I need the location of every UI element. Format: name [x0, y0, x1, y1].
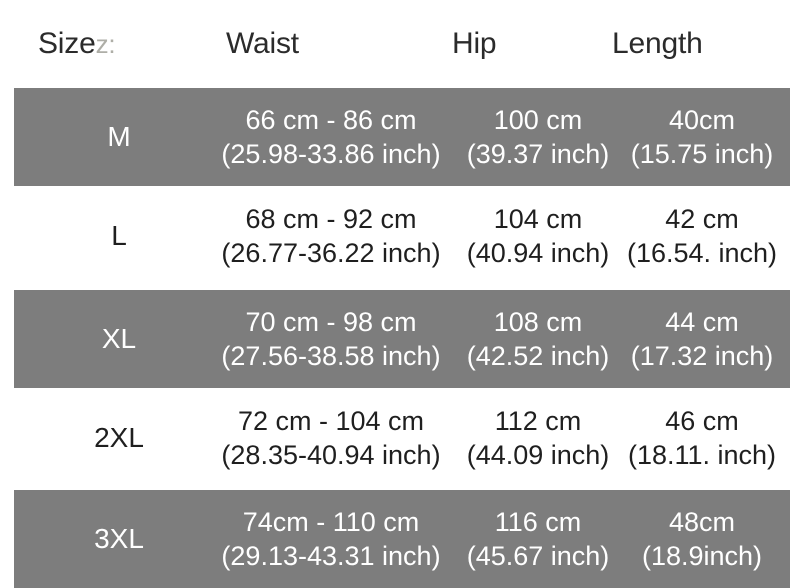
column-header-hip: Hip	[452, 27, 497, 60]
table-row: 2XL 72 cm - 104 cm (28.35-40.94 inch) 11…	[14, 388, 790, 488]
table-row: XL 70 cm - 98 cm (27.56-38.58 inch) 108 …	[14, 290, 790, 388]
length-cm-value: 48cm	[668, 507, 736, 537]
hip-inch-value: (44.09 inch)	[466, 440, 610, 470]
waist-cm-value: 74cm - 110 cm	[242, 507, 420, 537]
length-cm-value: 42 cm	[665, 204, 739, 234]
length-inch-value: (16.54. inch)	[626, 238, 778, 268]
waist-inch-value: (25.98-33.86 inch)	[221, 139, 441, 169]
size-label: L	[111, 220, 127, 251]
hip-cm-value: 116 cm	[494, 507, 582, 537]
cell-size: 2XL	[30, 388, 208, 488]
waist-inch-value: (26.77-36.22 inch)	[221, 238, 441, 268]
waist-inch-value: (27.56-38.58 inch)	[221, 341, 441, 371]
column-header-waist: Waist	[226, 27, 299, 60]
size-label: M	[107, 121, 131, 152]
hip-cm-value: 112 cm	[494, 406, 582, 436]
size-label: 2XL	[94, 422, 144, 453]
table-row: L 68 cm - 92 cm (26.77-36.22 inch) 104 c…	[14, 186, 790, 286]
table-row: 3XL 74cm - 110 cm (29.13-43.31 inch) 116…	[14, 490, 790, 588]
waist-inch-value: (29.13-43.31 inch)	[221, 541, 441, 571]
table-row: M 66 cm - 86 cm (25.98-33.86 inch) 100 c…	[14, 88, 790, 186]
length-inch-value: (17.32 inch)	[630, 341, 774, 371]
column-header-size: Sizez:	[38, 26, 116, 62]
length-cm-value: 46 cm	[665, 406, 739, 436]
hip-inch-value: (40.94 inch)	[466, 238, 610, 268]
cell-waist: 72 cm - 104 cm (28.35-40.94 inch)	[210, 388, 452, 488]
cell-size: L	[30, 186, 208, 286]
cell-hip: 100 cm (39.37 inch)	[438, 88, 638, 186]
waist-cm-value: 68 cm - 92 cm	[245, 204, 417, 234]
table-header-row: Sizez: Waist Hip Length	[0, 0, 800, 88]
cell-length: 48cm (18.9inch)	[614, 490, 790, 588]
hip-cm-value: 108 cm	[493, 307, 583, 337]
waist-cm-value: 70 cm - 98 cm	[245, 307, 417, 337]
hip-cm-value: 100 cm	[493, 105, 583, 135]
length-inch-value: (18.9inch)	[641, 541, 763, 571]
cell-size: M	[30, 88, 208, 186]
column-header-size-artifact: z:	[95, 29, 116, 59]
cell-waist: 68 cm - 92 cm (26.77-36.22 inch)	[210, 186, 452, 286]
waist-inch-value: (28.35-40.94 inch)	[221, 440, 441, 470]
waist-cm-value: 72 cm - 104 cm	[237, 406, 425, 436]
cell-waist: 74cm - 110 cm (29.13-43.31 inch)	[210, 490, 452, 588]
cell-hip: 108 cm (42.52 inch)	[438, 290, 638, 388]
hip-cm-value: 104 cm	[493, 204, 583, 234]
hip-inch-value: (42.52 inch)	[466, 341, 610, 371]
hip-inch-value: (39.37 inch)	[466, 139, 610, 169]
size-label: 3XL	[94, 523, 144, 554]
cell-waist: 66 cm - 86 cm (25.98-33.86 inch)	[210, 88, 452, 186]
cell-length: 42 cm (16.54. inch)	[614, 186, 790, 286]
size-label: XL	[101, 323, 137, 354]
cell-hip: 104 cm (40.94 inch)	[438, 186, 638, 286]
cell-length: 44 cm (17.32 inch)	[614, 290, 790, 388]
length-inch-value: (18.11. inch)	[627, 440, 777, 470]
cell-hip: 112 cm (44.09 inch)	[438, 388, 638, 488]
cell-waist: 70 cm - 98 cm (27.56-38.58 inch)	[210, 290, 452, 388]
length-inch-value: (15.75 inch)	[630, 139, 774, 169]
cell-length: 46 cm (18.11. inch)	[614, 388, 790, 488]
hip-inch-value: (45.67 inch)	[466, 541, 610, 571]
cell-hip: 116 cm (45.67 inch)	[438, 490, 638, 588]
cell-size: XL	[30, 290, 208, 388]
column-header-length: Length	[612, 27, 703, 60]
length-cm-value: 44 cm	[665, 307, 739, 337]
cell-size: 3XL	[30, 490, 208, 588]
column-header-size-label: Size	[38, 27, 96, 60]
waist-cm-value: 66 cm - 86 cm	[245, 105, 417, 135]
length-cm-value: 40cm	[668, 105, 736, 135]
cell-length: 40cm (15.75 inch)	[614, 88, 790, 186]
